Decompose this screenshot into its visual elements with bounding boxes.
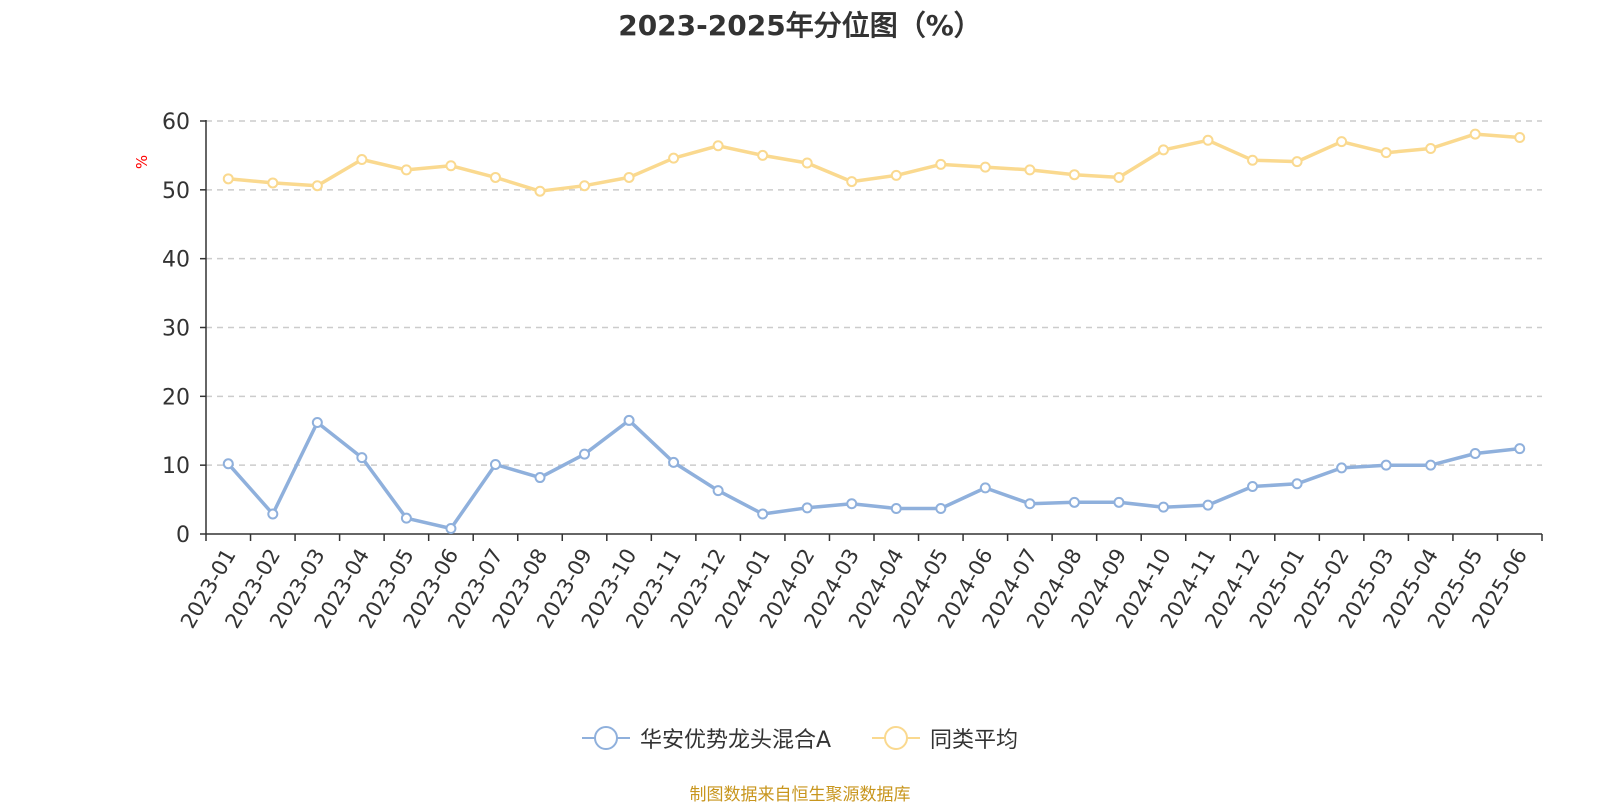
data-point bbox=[1382, 461, 1391, 470]
data-point bbox=[625, 173, 634, 182]
data-point bbox=[446, 524, 455, 533]
data-point bbox=[1515, 133, 1524, 142]
data-point bbox=[1293, 157, 1302, 166]
data-point bbox=[892, 504, 901, 513]
data-point bbox=[758, 151, 767, 160]
data-point bbox=[1248, 156, 1257, 165]
data-point bbox=[1204, 501, 1213, 510]
data-point bbox=[580, 181, 589, 190]
data-point bbox=[1337, 137, 1346, 146]
data-point bbox=[1382, 148, 1391, 157]
legend-line-circle-icon bbox=[870, 723, 922, 753]
legend-label: 同类平均 bbox=[930, 722, 1018, 754]
data-point bbox=[1471, 449, 1480, 458]
y-tick-label: 30 bbox=[162, 317, 190, 342]
series-line-2 bbox=[228, 134, 1519, 191]
data-point bbox=[268, 178, 277, 187]
data-point bbox=[1293, 479, 1302, 488]
data-point bbox=[981, 163, 990, 172]
data-point bbox=[625, 416, 634, 425]
data-point bbox=[313, 418, 322, 427]
data-point bbox=[402, 514, 411, 523]
y-tick-label: 20 bbox=[162, 385, 190, 410]
data-point bbox=[847, 499, 856, 508]
data-point bbox=[981, 483, 990, 492]
data-point bbox=[1337, 463, 1346, 472]
data-point bbox=[536, 187, 545, 196]
data-point bbox=[1426, 144, 1435, 153]
axes bbox=[200, 120, 1542, 541]
data-point bbox=[1070, 498, 1079, 507]
data-point bbox=[357, 453, 366, 462]
data-point bbox=[936, 504, 945, 513]
data-point bbox=[1114, 498, 1123, 507]
y-tick-label: 0 bbox=[176, 523, 190, 548]
source-note: 制图数据来自恒生聚源数据库 bbox=[0, 780, 1600, 805]
data-point bbox=[1159, 145, 1168, 154]
legend-label: 华安优势龙头混合A bbox=[640, 722, 831, 754]
data-point bbox=[313, 181, 322, 190]
data-point bbox=[491, 460, 500, 469]
data-point bbox=[1025, 499, 1034, 508]
data-point bbox=[1070, 170, 1079, 179]
data-point bbox=[224, 174, 233, 183]
data-point bbox=[1159, 503, 1168, 512]
data-point bbox=[224, 459, 233, 468]
data-point bbox=[1204, 136, 1213, 145]
y-tick-label: 60 bbox=[162, 110, 190, 135]
legend-item-series-2[interactable]: 同类平均 bbox=[870, 722, 1018, 754]
data-point bbox=[669, 154, 678, 163]
legend-item-series-1[interactable]: 华安优势龙头混合A bbox=[580, 722, 831, 754]
data-point bbox=[536, 473, 545, 482]
data-point bbox=[446, 161, 455, 170]
tick-labels: 01020304050602023-012023-022023-032023-0… bbox=[162, 110, 1532, 632]
data-point bbox=[1248, 482, 1257, 491]
data-point bbox=[357, 155, 366, 164]
data-point bbox=[803, 503, 812, 512]
data-point bbox=[1114, 173, 1123, 182]
data-point bbox=[1426, 461, 1435, 470]
data-point bbox=[714, 141, 723, 150]
y-tick-label: 10 bbox=[162, 454, 190, 479]
data-point bbox=[1025, 165, 1034, 174]
data-point bbox=[1515, 444, 1524, 453]
data-point bbox=[491, 173, 500, 182]
data-point bbox=[268, 510, 277, 519]
data-point bbox=[936, 160, 945, 169]
legend-line-circle-icon bbox=[580, 723, 632, 753]
data-point bbox=[669, 458, 678, 467]
data-point bbox=[892, 171, 901, 180]
y-axis-unit-label: % bbox=[133, 155, 151, 169]
series-line-1 bbox=[228, 420, 1519, 528]
data-point bbox=[402, 165, 411, 174]
y-tick-label: 40 bbox=[162, 248, 190, 273]
data-point bbox=[580, 450, 589, 459]
data-point bbox=[1471, 130, 1480, 139]
data-point bbox=[847, 177, 856, 186]
data-point bbox=[803, 158, 812, 167]
y-tick-label: 50 bbox=[162, 179, 190, 204]
data-point bbox=[758, 510, 767, 519]
data-point bbox=[714, 486, 723, 495]
